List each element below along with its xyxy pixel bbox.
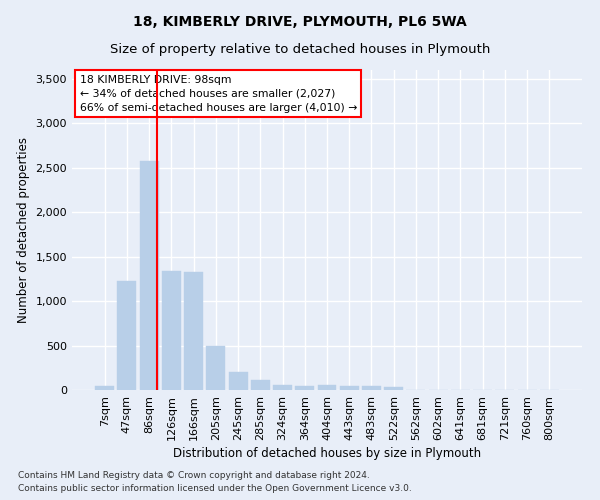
Text: 18 KIMBERLY DRIVE: 98sqm
← 34% of detached houses are smaller (2,027)
66% of sem: 18 KIMBERLY DRIVE: 98sqm ← 34% of detach… [80, 75, 357, 113]
Text: 18, KIMBERLY DRIVE, PLYMOUTH, PL6 5WA: 18, KIMBERLY DRIVE, PLYMOUTH, PL6 5WA [133, 15, 467, 29]
Bar [229, 372, 248, 390]
Bar [295, 386, 314, 390]
Bar [340, 386, 359, 390]
Bar [140, 160, 158, 390]
Bar [251, 380, 270, 390]
X-axis label: Distribution of detached houses by size in Plymouth: Distribution of detached houses by size … [173, 447, 481, 460]
Y-axis label: Number of detached properties: Number of detached properties [17, 137, 30, 323]
Bar [184, 272, 203, 390]
Bar [384, 388, 403, 390]
Bar [273, 385, 292, 390]
Text: Size of property relative to detached houses in Plymouth: Size of property relative to detached ho… [110, 42, 490, 56]
Bar [162, 271, 181, 390]
Text: Contains public sector information licensed under the Open Government Licence v3: Contains public sector information licen… [18, 484, 412, 493]
Bar [118, 280, 136, 390]
Bar [362, 386, 381, 390]
Text: Contains HM Land Registry data © Crown copyright and database right 2024.: Contains HM Land Registry data © Crown c… [18, 470, 370, 480]
Bar [317, 385, 337, 390]
Bar [206, 346, 225, 390]
Bar [95, 386, 114, 390]
